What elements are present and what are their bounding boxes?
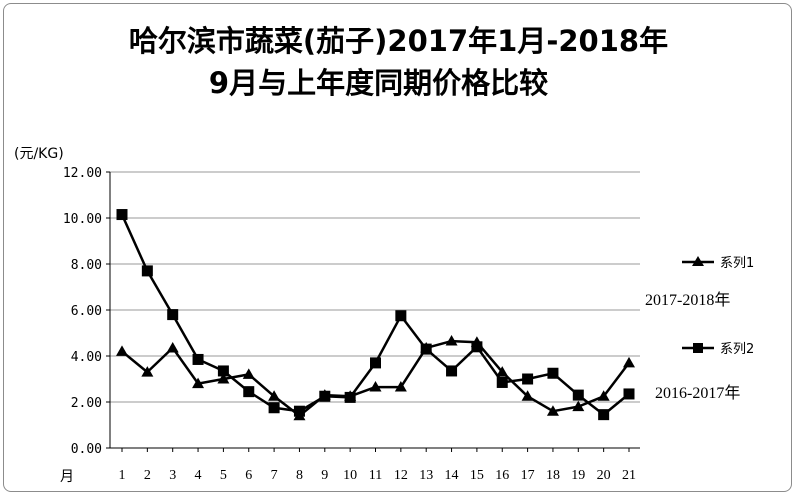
- data-point-square: [598, 409, 610, 421]
- data-point-square: [420, 343, 432, 355]
- x-tick-label: 5: [220, 468, 227, 483]
- data-point-triangle: [369, 381, 382, 392]
- data-point-square: [293, 405, 305, 417]
- y-tick-label: 12.00: [63, 166, 102, 181]
- x-tick-label: 4: [195, 468, 202, 483]
- data-point-triangle: [521, 390, 534, 401]
- data-point-square: [344, 391, 356, 403]
- data-point-square: [217, 365, 229, 377]
- x-tick-label: 7: [271, 468, 278, 483]
- data-point-triangle: [217, 373, 230, 384]
- y-tick-label: 2.00: [71, 396, 102, 411]
- data-point-square: [141, 265, 153, 277]
- series-2-note: 2016-2017年: [655, 384, 740, 402]
- y-tick-label: 10.00: [63, 212, 102, 227]
- data-point-square: [623, 388, 635, 400]
- x-tick-label: 9: [321, 468, 328, 483]
- y-tick-label: 6.00: [71, 304, 102, 319]
- legend-label-series-2: 系列2: [720, 342, 754, 357]
- x-tick-label: 10: [343, 468, 357, 483]
- data-point-square: [192, 353, 204, 365]
- data-point-triangle: [242, 368, 255, 379]
- series-2: [116, 209, 635, 421]
- data-point-square: [547, 367, 559, 379]
- data-point-square: [522, 373, 534, 385]
- data-point-square: [116, 209, 128, 221]
- y-tick-label: 8.00: [71, 258, 102, 273]
- x-tick-label: 8: [296, 468, 303, 483]
- data-point-triangle: [166, 341, 179, 353]
- x-tick-label: 1: [119, 468, 126, 483]
- y-axis-label: (元/KG): [14, 146, 64, 162]
- x-axis: 1 2 3 4 5 6 7 8 9 10 11 12 13 14 15 16 17 18 19 20 21: [110, 447, 640, 483]
- legend-marker-triangle: [692, 256, 704, 266]
- data-point-square: [395, 310, 407, 322]
- x-tick-label: 19: [571, 468, 585, 483]
- data-point-square: [496, 376, 508, 388]
- x-tick-label: 20: [597, 468, 611, 483]
- data-point-triangle: [496, 366, 509, 377]
- data-point-triangle: [597, 390, 610, 401]
- x-tick-label: 21: [622, 468, 636, 483]
- x-tick-label: 17: [521, 468, 535, 483]
- data-point-square: [243, 386, 255, 398]
- x-axis-label: 月: [60, 469, 74, 485]
- series-layer: [116, 209, 635, 421]
- data-point-square: [446, 365, 458, 377]
- data-point-triangle: [141, 366, 154, 377]
- x-tick-label: 15: [470, 468, 484, 483]
- chart-frame: [3, 3, 792, 492]
- series-1-note: 2017-2018年: [645, 291, 730, 309]
- data-point-square: [167, 309, 179, 321]
- data-point-square: [370, 357, 381, 369]
- data-point-square: [268, 402, 280, 414]
- y-axis: 0.00 2.00 4.00 6.00 8.00 10.00 12.00: [63, 166, 111, 457]
- x-tick-label: 11: [369, 468, 382, 483]
- chart-title: 哈尔滨市蔬菜(茄子)2017年1月-2018年: [128, 24, 669, 58]
- chart-subtitle: 9月与上年度同期价格比较: [208, 66, 549, 100]
- legend-marker-square: [693, 343, 703, 353]
- data-point-triangle: [116, 345, 128, 356]
- data-point-triangle: [268, 390, 281, 401]
- data-point-triangle: [192, 377, 205, 389]
- x-tick-label: 6: [245, 468, 252, 483]
- data-point-triangle: [572, 400, 585, 412]
- y-tick-label: 0.00: [71, 442, 102, 457]
- x-tick-label: 14: [445, 468, 459, 483]
- data-point-square: [471, 341, 483, 353]
- x-tick-label: 18: [546, 468, 560, 483]
- x-tick-label: 13: [419, 468, 433, 483]
- x-tick-label: 12: [394, 468, 408, 483]
- legend: 系列1 2017-2018年 系列2 2016-2017年: [645, 256, 754, 402]
- x-tick-label: 16: [495, 468, 509, 483]
- y-tick-label: 4.00: [71, 350, 102, 365]
- legend-label-series-1: 系列1: [720, 256, 754, 271]
- data-point-triangle: [394, 381, 407, 392]
- data-point-triangle: [546, 405, 559, 416]
- data-point-triangle: [623, 356, 635, 368]
- grid-lines: [110, 171, 640, 403]
- data-point-square: [319, 390, 331, 402]
- x-tick-label: 3: [169, 468, 176, 483]
- data-point-triangle: [445, 335, 458, 346]
- x-tick-label: 2: [144, 468, 151, 483]
- data-point-square: [572, 389, 584, 401]
